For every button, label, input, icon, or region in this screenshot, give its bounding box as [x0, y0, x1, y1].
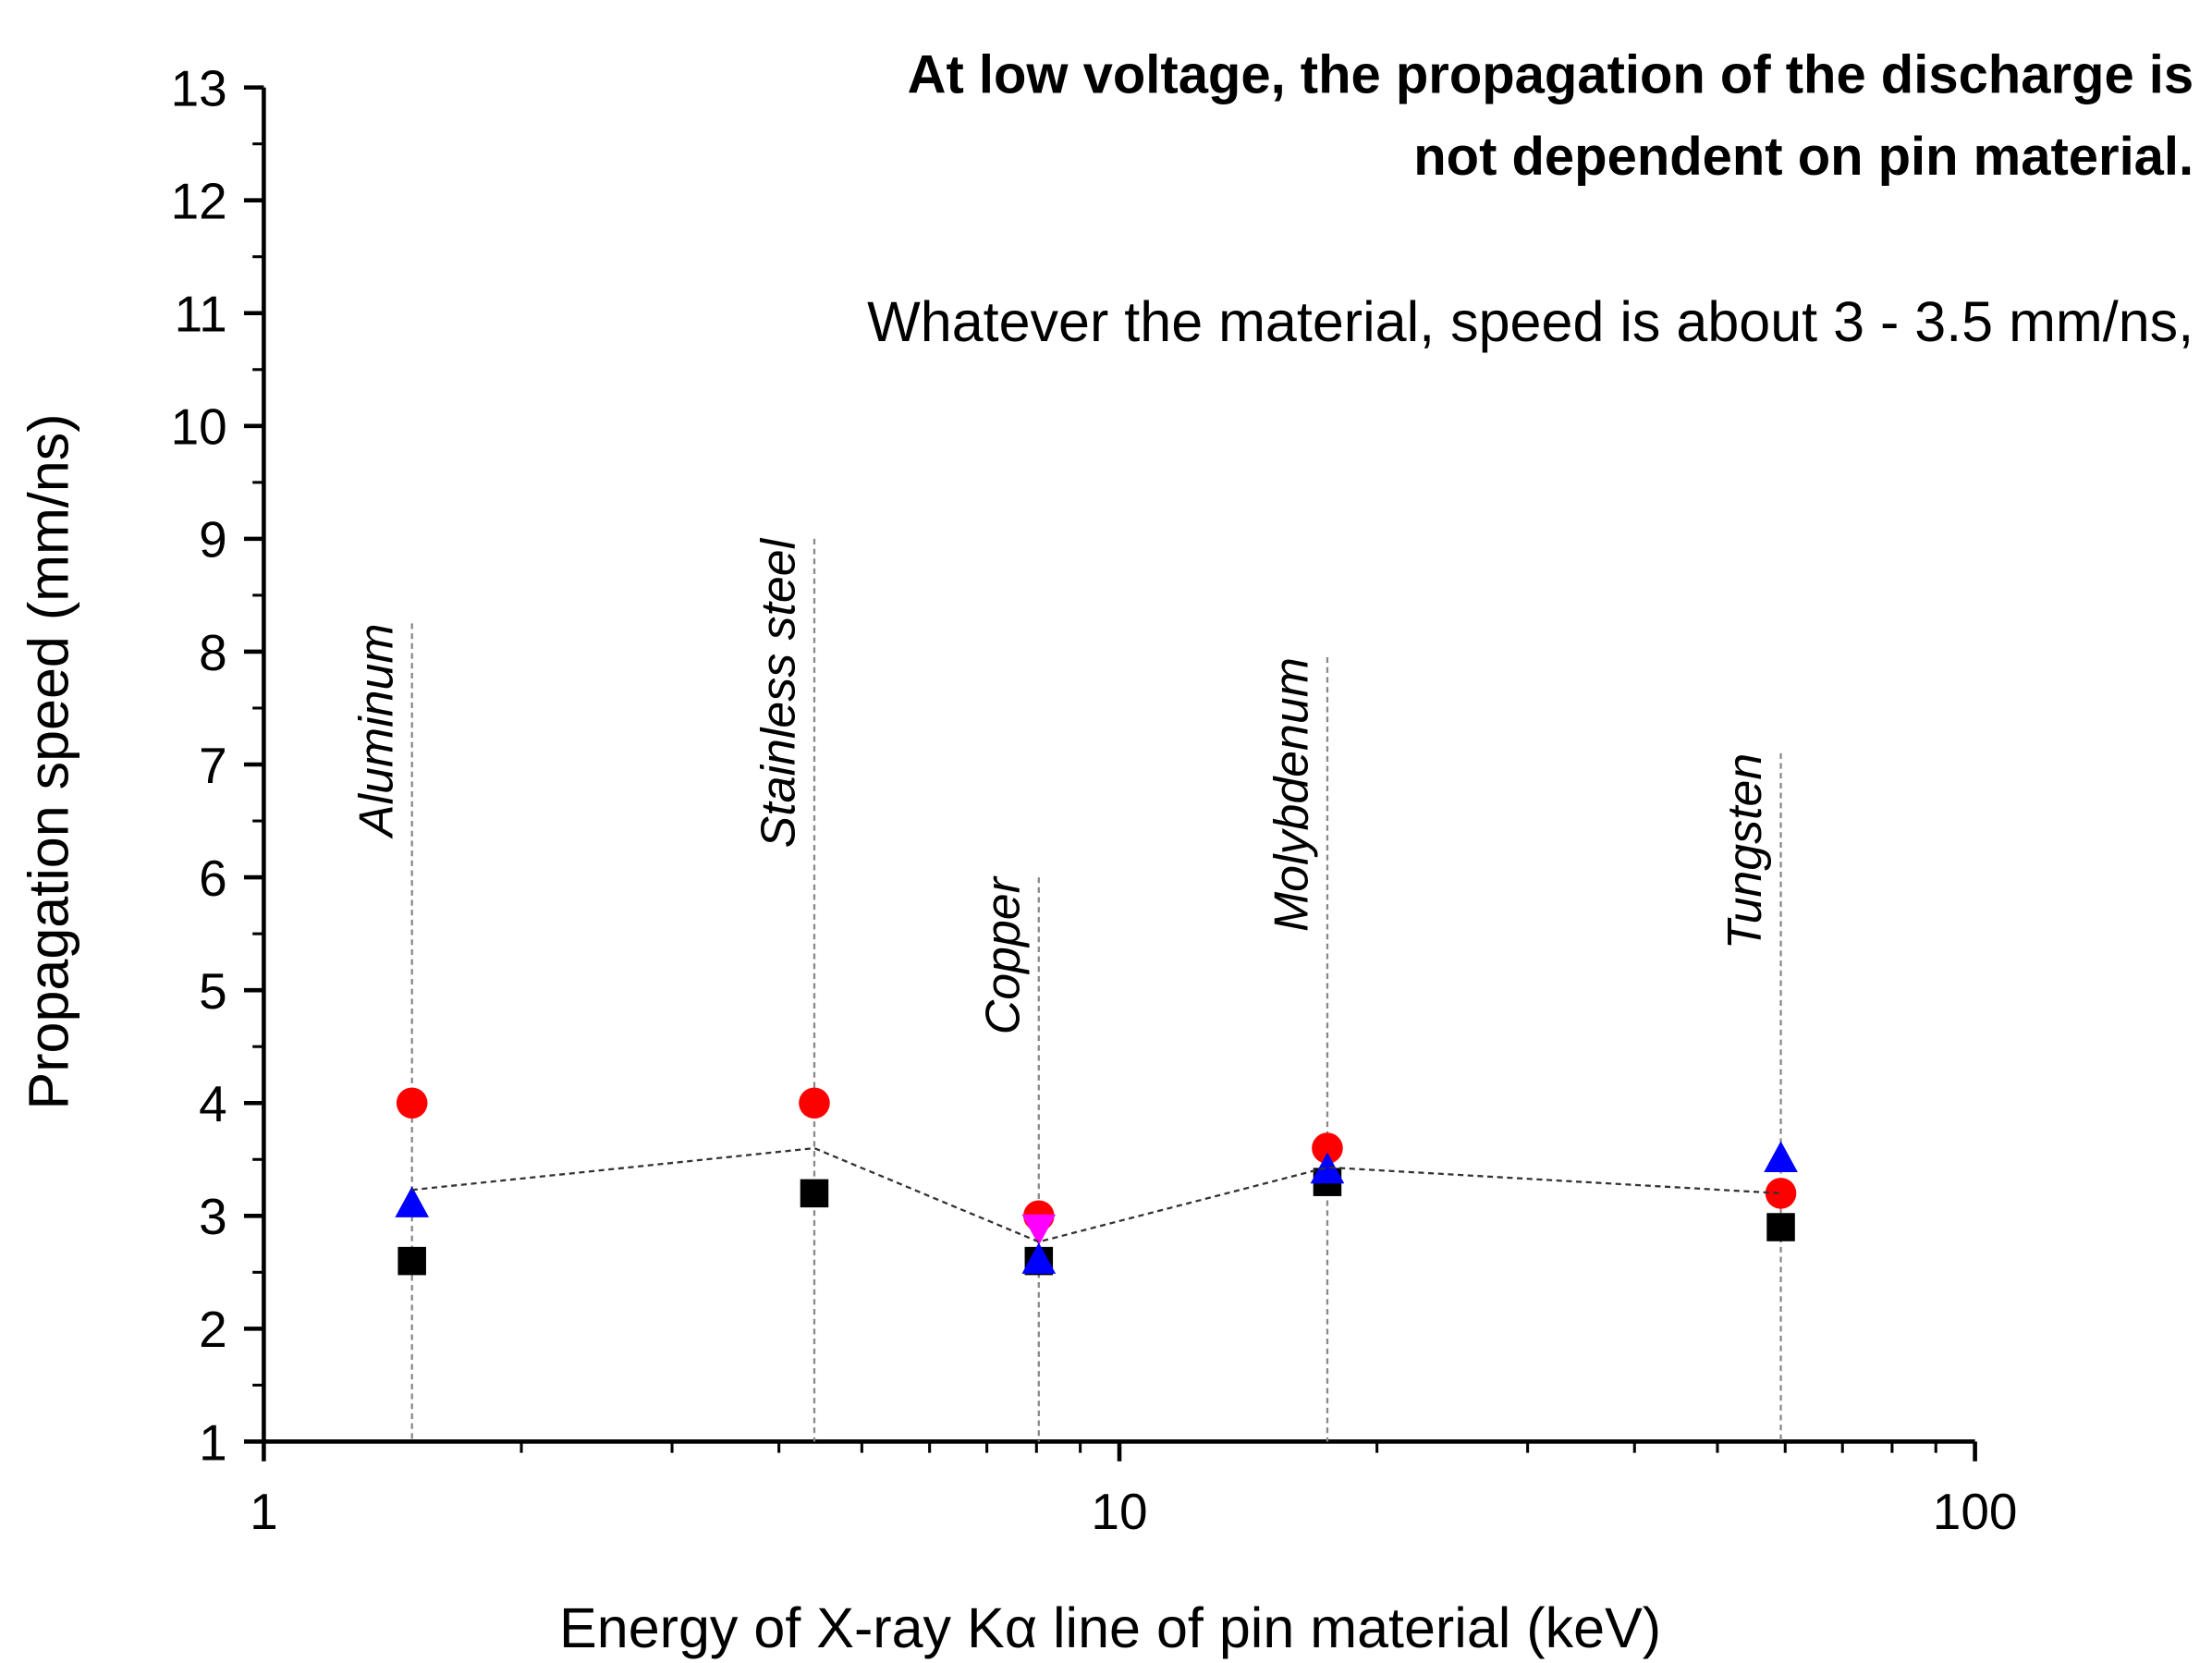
- x-tick-label: 100: [1933, 1483, 2018, 1540]
- y-tick-label: 11: [175, 286, 227, 343]
- x-axis-label: Energy of X-ray Kα line of pin material …: [559, 1596, 1661, 1659]
- circle-marker: [1312, 1132, 1343, 1164]
- triangle-marker: [1021, 1242, 1057, 1274]
- triangle-marker: [1764, 1141, 1798, 1172]
- y-tick-label: 5: [199, 962, 227, 1020]
- y-tick-label: 8: [199, 624, 227, 681]
- y-tick-label: 10: [171, 398, 227, 456]
- triangle-down-marker: [1021, 1214, 1057, 1246]
- triangle-marker: [1310, 1152, 1345, 1184]
- y-tick-label: 9: [199, 511, 227, 569]
- chart-subtitle: Whatever the material, speed is about 3 …: [867, 290, 2194, 353]
- square-marker: [397, 1246, 426, 1276]
- y-tick-label: 6: [199, 850, 227, 907]
- chart-title: not dependent on pin material.: [1413, 128, 2194, 187]
- x-tick-label: 10: [1091, 1483, 1147, 1540]
- annotation-label: Stainless steel: [752, 537, 805, 848]
- x-tick-label: 1: [250, 1483, 278, 1540]
- chart-title: At low voltage, the propagation of the d…: [908, 46, 2194, 105]
- annotation-label: Tungsten: [1717, 753, 1771, 949]
- y-tick-label: 1: [199, 1413, 227, 1471]
- circle-marker: [1765, 1178, 1797, 1209]
- y-tick-label: 4: [199, 1075, 227, 1132]
- square-marker: [1766, 1213, 1795, 1241]
- dashed-line: [411, 1146, 1781, 1243]
- y-tick-label: 2: [199, 1301, 227, 1358]
- y-tick-label: 13: [171, 59, 227, 116]
- annotation-label: Molybdenum: [1265, 657, 1318, 932]
- y-tick-label: 7: [199, 737, 227, 794]
- triangle-marker: [395, 1186, 430, 1217]
- y-tick-label: 3: [199, 1188, 227, 1245]
- y-tick-label: 12: [171, 173, 227, 230]
- annotation-label: Aluminum: [348, 623, 402, 839]
- annotation-label: Copper: [975, 874, 1029, 1034]
- y-axis-label: Propagation speed (mm/ns): [17, 413, 79, 1109]
- circle-marker: [799, 1087, 830, 1119]
- circle-marker: [396, 1087, 428, 1119]
- square-marker: [800, 1179, 829, 1208]
